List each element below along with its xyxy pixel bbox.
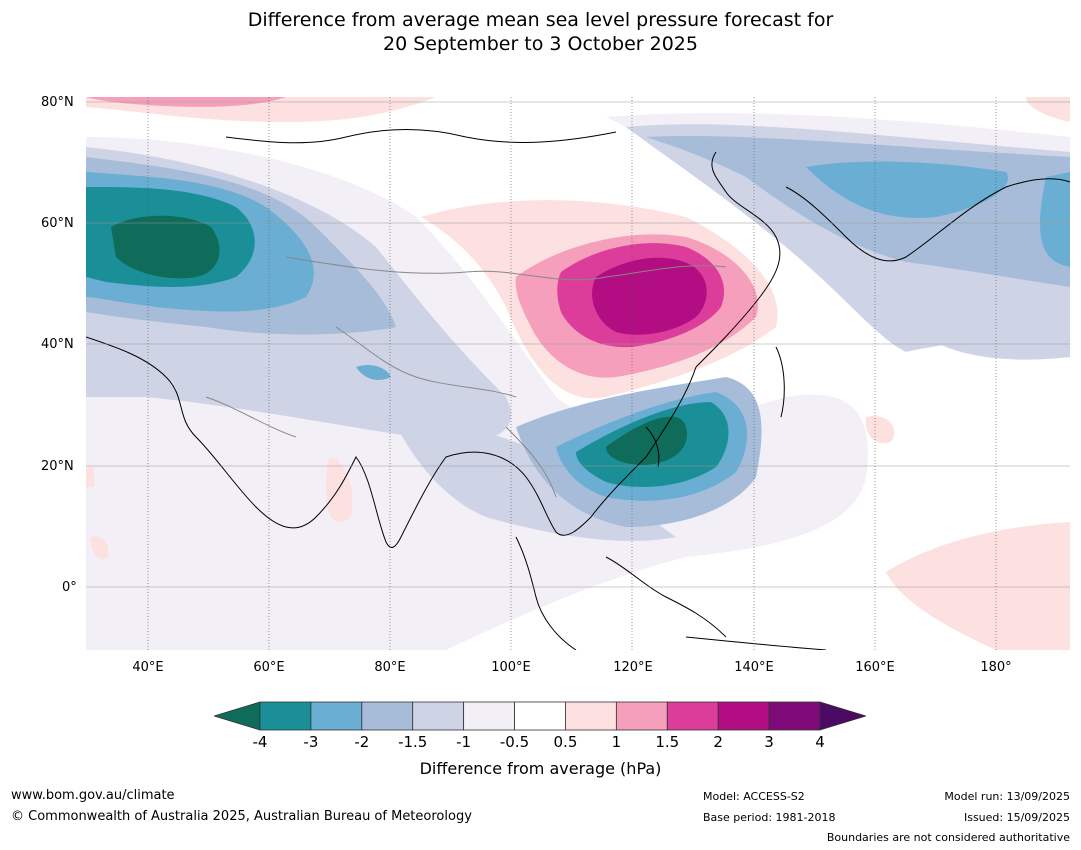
issued-date: Issued: 15/09/2025: [963, 811, 1070, 824]
extreme-negative-field: [111, 215, 687, 465]
lat-label-60n: 60°N: [41, 216, 74, 231]
colorbar-segment: [717, 701, 770, 731]
colorbar-segment: [361, 701, 414, 731]
colorbar-tick-label: 1.5: [655, 733, 680, 751]
lat-label-equator: 0°: [62, 580, 77, 595]
colorbar-segment: [768, 701, 821, 731]
colorbar-tick-label: -4: [252, 733, 268, 751]
lat-label-20n: 20°N: [41, 459, 74, 474]
colorbar-label: Difference from average (hPa): [419, 759, 662, 778]
colorbar-tick-label: -1.5: [398, 733, 428, 751]
gridlines: [86, 101, 1070, 588]
colorbar-segment: [615, 701, 668, 731]
colorbar-tick-label: 1: [611, 733, 622, 751]
website-link[interactable]: www.bom.gov.au/climate: [11, 788, 175, 803]
colorbar-tick-label: 3: [764, 733, 774, 751]
lon-label-140e: 140°E: [734, 660, 774, 675]
very-strong-positive-field: [592, 257, 707, 335]
lon-label-120e: 120°E: [613, 660, 653, 675]
model-name: Model: ACCESS-S2: [703, 790, 805, 803]
anomaly-map: [86, 97, 1070, 650]
copyright-text: © Commonwealth of Australia 2025, Austra…: [11, 809, 472, 824]
lat-label-40n: 40°N: [41, 337, 74, 352]
colorbar-segment: [463, 701, 515, 731]
colorbar-tick-label: 4: [815, 733, 825, 751]
colorbar-tick-label: 2: [713, 733, 723, 751]
colorbar-tick-label: -1: [456, 733, 472, 751]
colorbar-segment: [310, 701, 363, 731]
colorbar-tick-label: 0.5: [553, 733, 578, 751]
lon-label-40e: 40°E: [132, 660, 164, 675]
lon-label-180: 180°: [980, 660, 1012, 675]
colorbar-arrow-high: [819, 701, 866, 731]
lon-label-160e: 160°E: [855, 660, 895, 675]
colorbar-tick-label: -2: [354, 733, 370, 751]
colorbar-segment: [412, 701, 465, 731]
map-title-line-2: 20 September to 3 October 2025: [383, 33, 698, 55]
lat-label-80n: 80°N: [41, 95, 74, 110]
colorbar-tick-label: -3: [303, 733, 319, 751]
meridians: [147, 97, 997, 650]
coastlines: [86, 129, 1070, 650]
map-title: Difference from average mean sea level p…: [0, 8, 1081, 56]
model-run-date: Model run: 13/09/2025: [944, 790, 1070, 803]
colorbar-segment: [666, 701, 719, 731]
lon-label-60e: 60°E: [253, 660, 285, 675]
colorbar-tick-label: -0.5: [499, 733, 530, 751]
colorbar-arrow-low: [214, 701, 261, 731]
map-title-line-1: Difference from average mean sea level p…: [247, 9, 834, 31]
colorbar-segment: [565, 701, 617, 731]
country-borders: [205, 256, 727, 498]
colorbar-segment: [514, 701, 566, 731]
lon-label-100e: 100°E: [491, 660, 531, 675]
colorbar-segment: [259, 701, 312, 731]
boundaries-disclaimer: Boundaries are not considered authoritat…: [826, 831, 1070, 844]
colorbar: [214, 701, 866, 731]
base-period: Base period: 1981-2018: [703, 811, 836, 824]
lon-label-80e: 80°E: [374, 660, 406, 675]
